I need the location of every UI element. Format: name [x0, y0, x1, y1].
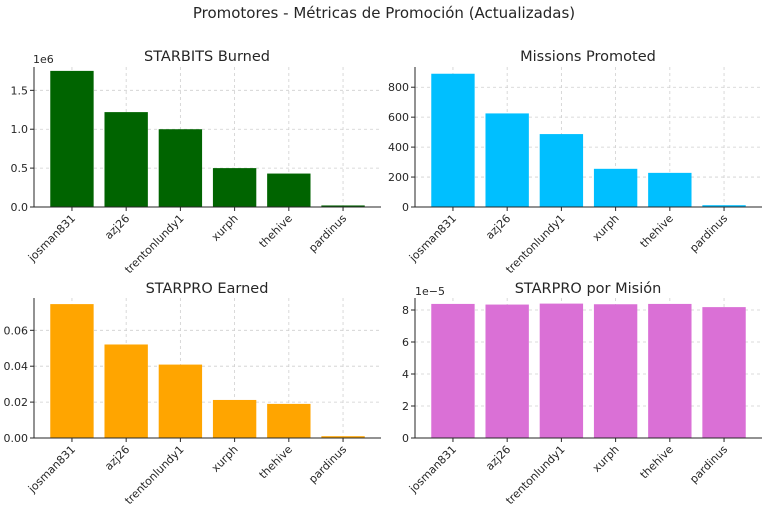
- x-tick-label: azj26: [483, 443, 513, 473]
- bar-azj26: [104, 344, 148, 438]
- bar-azj26: [485, 113, 529, 207]
- x-tick-label: josman831: [406, 443, 459, 496]
- y-tick-label: 0: [402, 432, 409, 445]
- panel-starpro-earned: STARPRO Earned 0.00 0.02 0.04 0.06 josman831…: [4, 281, 381, 507]
- bar-trentonlundy1: [539, 303, 584, 438]
- bar-trentonlundy1: [539, 134, 584, 207]
- bar-trentonlundy1: [158, 364, 203, 438]
- bar-azj26: [104, 112, 148, 207]
- bar-pardinus: [321, 436, 365, 438]
- bar-pardinus: [702, 307, 746, 438]
- panel-starpro-por-mision: STARPRO por Misión 1e−5 0 2 4 6 8 josman831 az…: [402, 281, 762, 507]
- x-tick-label: trentonlundy1: [122, 443, 186, 507]
- x-tick-label: josman831: [406, 212, 459, 265]
- bar-pardinus: [321, 205, 365, 207]
- bar-thehive: [267, 403, 311, 438]
- y-offset-label: 1e−5: [415, 285, 445, 298]
- x-tick-label: pardinus: [306, 443, 349, 486]
- bar-azj26: [485, 304, 529, 438]
- panel-missions-promoted: Missions Promoted 0 200 400 600 800 josman831…: [388, 49, 762, 276]
- y-tick-label: 8: [402, 304, 409, 317]
- x-tick-label: thehive: [638, 443, 677, 482]
- x-tick-label: pardinus: [306, 212, 349, 255]
- bar-josman831: [50, 304, 94, 438]
- x-tick-label: pardinus: [687, 443, 730, 486]
- y-tick-label: 1.0: [11, 123, 29, 136]
- bar-josman831: [431, 73, 475, 207]
- x-tick-label: xurph: [590, 443, 622, 475]
- bar-trentonlundy1: [158, 129, 203, 207]
- y-tick-label: 0.04: [4, 360, 29, 373]
- x-tick-label: pardinus: [687, 212, 730, 255]
- x-tick-label: azj26: [102, 443, 132, 473]
- bar-thehive: [648, 172, 692, 207]
- bar-xurph: [212, 168, 257, 207]
- bar-josman831: [50, 70, 94, 207]
- x-tick-label: thehive: [638, 212, 677, 251]
- x-tick-label: trentonlundy1: [503, 212, 567, 276]
- bar-josman831: [431, 303, 475, 438]
- y-tick-label: 0.00: [4, 432, 29, 445]
- bar-xurph: [593, 168, 638, 207]
- bar-thehive: [267, 173, 311, 207]
- x-tick-label: azj26: [483, 212, 513, 242]
- y-tick-label: 600: [388, 111, 409, 124]
- panel-title: STARPRO Earned: [146, 281, 269, 297]
- panel-title: STARBITS Burned: [144, 49, 270, 65]
- panel-title: STARPRO por Misión: [515, 281, 662, 297]
- x-tick-label: thehive: [257, 443, 296, 482]
- x-tick-label: xurph: [209, 443, 241, 475]
- bar-xurph: [593, 304, 638, 438]
- panel-title: Missions Promoted: [520, 49, 656, 65]
- bar-xurph: [212, 399, 257, 438]
- y-tick-label: 800: [388, 81, 409, 94]
- y-tick-label: 0.5: [11, 162, 29, 175]
- x-tick-label: xurph: [209, 212, 241, 244]
- y-tick-label: 6: [402, 336, 409, 349]
- bar-thehive: [648, 303, 692, 438]
- x-tick-label: xurph: [590, 212, 622, 244]
- figure-title: Promotores - Métricas de Promoción (Actu…: [193, 4, 575, 22]
- x-tick-label: josman831: [25, 443, 78, 496]
- y-tick-label: 4: [402, 368, 409, 381]
- y-tick-label: 0.0: [11, 201, 29, 214]
- y-tick-label: 1.5: [11, 84, 29, 97]
- x-tick-label: josman831: [25, 212, 78, 265]
- y-tick-label: 2: [402, 400, 409, 413]
- y-tick-label: 0: [402, 201, 409, 214]
- bar-pardinus: [702, 205, 746, 207]
- x-tick-label: thehive: [257, 212, 296, 251]
- x-tick-label: trentonlundy1: [122, 212, 186, 276]
- y-offset-label: 1e6: [33, 53, 54, 66]
- y-tick-label: 400: [388, 141, 409, 154]
- y-tick-label: 0.06: [4, 324, 29, 337]
- panel-starbits-burned: STARBITS Burned 1e6 0.0 0.5 1.0 1.5 josman83…: [11, 49, 381, 276]
- y-tick-label: 200: [388, 171, 409, 184]
- y-tick-label: 0.02: [4, 396, 29, 409]
- x-tick-label: azj26: [102, 212, 132, 242]
- x-tick-label: trentonlundy1: [503, 443, 567, 507]
